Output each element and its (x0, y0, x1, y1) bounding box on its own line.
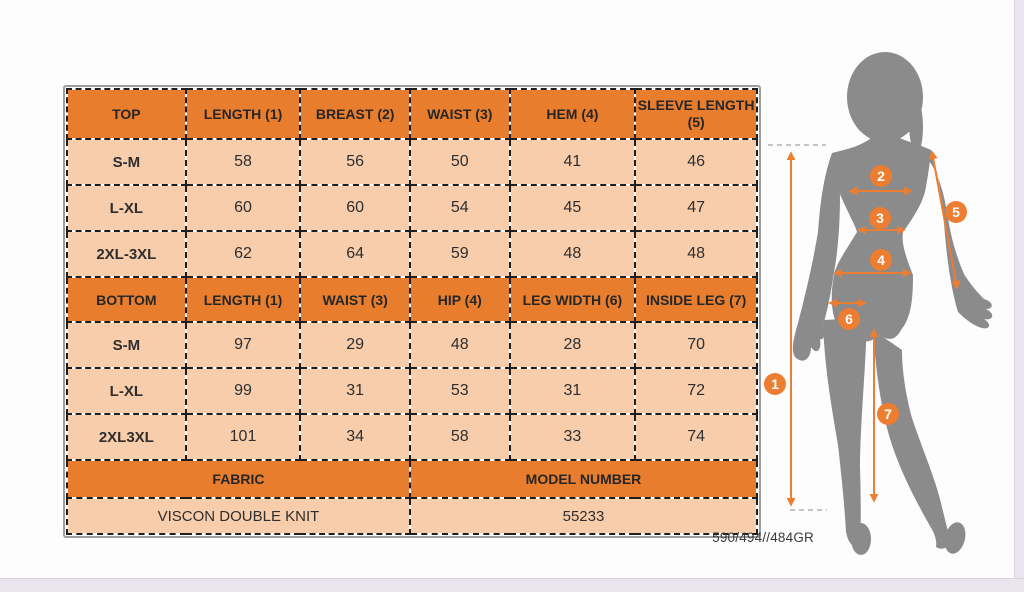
marker-number: 6 (845, 311, 853, 327)
style-code-footnote: 590/494//484GR (712, 530, 814, 545)
marker-number: 3 (876, 210, 884, 226)
measurement-value: 31 (299, 367, 411, 415)
measurement-value: 48 (408, 321, 511, 369)
measurement-value: 64 (299, 230, 411, 278)
marker-number: 7 (884, 406, 892, 422)
measurement-value: 72 (634, 367, 758, 415)
page-edge-strip-right (1014, 0, 1024, 592)
marker-circle-5 (945, 201, 967, 223)
measurement-value: 48 (508, 230, 637, 278)
measurement-value: 53 (408, 367, 511, 415)
measurement-value: 31 (508, 367, 637, 415)
footer-header-row: FABRIC MODEL NUMBER (66, 459, 759, 499)
fabric-header: FABRIC (66, 459, 411, 499)
column-header: HEM (4) (508, 88, 637, 140)
footer-value-row: VISCON DOUBLE KNIT 55233 (66, 497, 759, 535)
column-header: INSIDE LEG (7) (634, 276, 758, 323)
table-row: L-XL 99 31 53 31 72 (66, 367, 758, 415)
table-row: S-M 58 56 50 41 46 (66, 138, 758, 186)
size-label: L-XL (66, 184, 187, 232)
measurement-value: 48 (634, 230, 758, 278)
model-number-header: MODEL NUMBER (408, 459, 759, 499)
marker-number: 2 (877, 168, 885, 184)
table-row: 2XL3XL 101 34 58 33 74 (66, 413, 758, 461)
measurement-value: 50 (408, 138, 511, 186)
measurement-value: 62 (184, 230, 302, 278)
size-chart-table: TOP LENGTH (1) BREAST (2) WAIST (3) HEM … (66, 88, 759, 535)
measurement-value: 59 (408, 230, 511, 278)
measurement-value: 54 (408, 184, 511, 232)
marker-circle-4 (870, 249, 892, 271)
measurement-figure: 1 2 3 4 5 6 7 (760, 20, 1018, 580)
marker-circle-7 (877, 403, 899, 425)
table-row: S-M 97 29 48 28 70 (66, 321, 758, 369)
column-header: BOTTOM (66, 276, 187, 323)
measurement-value: 60 (299, 184, 411, 232)
model-number-value: 55233 (408, 497, 759, 535)
page-edge-strip-bottom (0, 578, 1024, 592)
size-label: L-XL (66, 367, 187, 415)
column-header: BREAST (2) (299, 88, 411, 140)
woman-silhouette-graphic (792, 52, 993, 555)
measurement-value: 99 (184, 367, 302, 415)
marker-number: 5 (952, 204, 960, 220)
measurement-value: 29 (299, 321, 411, 369)
measurement-value: 41 (508, 138, 637, 186)
marker-circle-1 (764, 373, 786, 395)
measurement-value: 70 (634, 321, 758, 369)
measurement-value: 34 (299, 413, 411, 461)
measurement-value: 97 (184, 321, 302, 369)
size-label: S-M (66, 138, 187, 186)
column-header: WAIST (3) (408, 88, 511, 140)
size-label: S-M (66, 321, 187, 369)
measurement-value: 60 (184, 184, 302, 232)
measurement-value: 33 (508, 413, 637, 461)
marker-number: 4 (877, 252, 885, 268)
measurement-value: 47 (634, 184, 758, 232)
marker-circle-2 (870, 165, 892, 187)
measurement-value: 56 (299, 138, 411, 186)
column-header: LENGTH (1) (184, 88, 302, 140)
column-header: TOP (66, 88, 187, 140)
measurement-value: 74 (634, 413, 758, 461)
top-header-row: TOP LENGTH (1) BREAST (2) WAIST (3) HEM … (66, 88, 758, 140)
measurement-value: 58 (408, 413, 511, 461)
table-row: L-XL 60 60 54 45 47 (66, 184, 758, 232)
bottom-header-row: BOTTOM LENGTH (1) WAIST (3) HIP (4) LEG … (66, 276, 758, 323)
measurement-value: 58 (184, 138, 302, 186)
measurement-value: 28 (508, 321, 637, 369)
marker-number: 1 (771, 376, 779, 392)
size-chart-table-frame: TOP LENGTH (1) BREAST (2) WAIST (3) HEM … (63, 85, 761, 538)
measurement-arrows (786, 150, 961, 507)
column-header: HIP (4) (408, 276, 511, 323)
measurement-value: 46 (634, 138, 758, 186)
size-label: 2XL3XL (66, 413, 187, 461)
marker-circle-3 (869, 207, 891, 229)
column-header: WAIST (3) (299, 276, 411, 323)
column-header: LENGTH (1) (184, 276, 302, 323)
measurement-value: 45 (508, 184, 637, 232)
column-header: LEG WIDTH (6) (508, 276, 637, 323)
marker-badges: 1 2 3 4 5 6 7 (764, 165, 967, 425)
table-row: 2XL-3XL 62 64 59 48 48 (66, 230, 758, 278)
sleeve-arrow (928, 150, 961, 290)
column-header: SLEEVE LENGTH (5) (634, 88, 758, 140)
size-label: 2XL-3XL (66, 230, 187, 278)
marker-circle-6 (838, 308, 860, 330)
fabric-value: VISCON DOUBLE KNIT (66, 497, 411, 535)
measurement-value: 101 (184, 413, 302, 461)
